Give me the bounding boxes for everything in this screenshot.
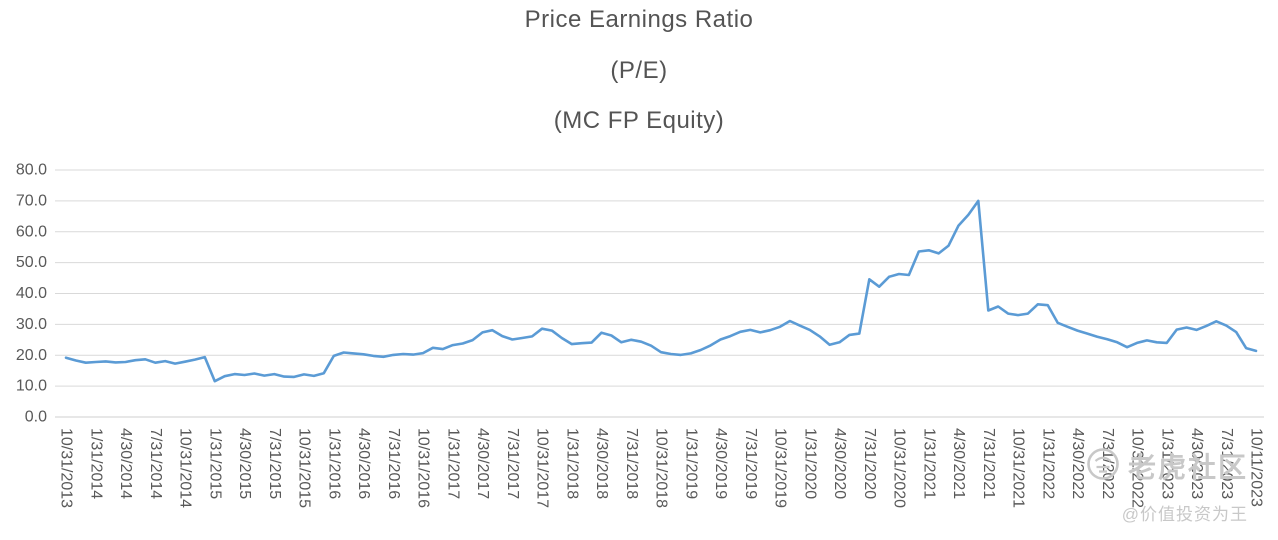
svg-text:7/31/2014: 7/31/2014 <box>147 428 164 499</box>
svg-text:7/31/2018: 7/31/2018 <box>623 428 640 499</box>
svg-text:10/31/2017: 10/31/2017 <box>534 428 551 508</box>
svg-text:7/31/2023: 7/31/2023 <box>1218 428 1235 499</box>
svg-text:1/31/2020: 1/31/2020 <box>801 428 818 499</box>
svg-text:80.0: 80.0 <box>16 162 47 179</box>
svg-text:1/31/2014: 1/31/2014 <box>87 428 104 499</box>
svg-text:10/31/2022: 10/31/2022 <box>1129 428 1146 508</box>
svg-text:50.0: 50.0 <box>16 254 47 271</box>
svg-text:10/11/2023: 10/11/2023 <box>1248 428 1265 507</box>
svg-text:1/31/2022: 1/31/2022 <box>1039 428 1056 499</box>
svg-text:4/30/2015: 4/30/2015 <box>236 428 253 499</box>
svg-text:1/31/2016: 1/31/2016 <box>325 428 342 499</box>
svg-text:30.0: 30.0 <box>16 316 47 333</box>
svg-text:1/31/2018: 1/31/2018 <box>563 428 580 499</box>
svg-text:1/31/2021: 1/31/2021 <box>920 428 937 499</box>
svg-text:4/30/2021: 4/30/2021 <box>950 428 967 499</box>
svg-text:1/31/2023: 1/31/2023 <box>1158 428 1175 499</box>
svg-text:0.0: 0.0 <box>25 409 47 426</box>
svg-text:4/30/2023: 4/30/2023 <box>1188 428 1205 499</box>
svg-text:10/31/2014: 10/31/2014 <box>177 428 194 508</box>
chart-subtitle-pe: (P/E) <box>610 57 668 84</box>
svg-text:20.0: 20.0 <box>16 347 47 364</box>
svg-text:10/31/2013: 10/31/2013 <box>58 428 75 508</box>
svg-text:1/31/2017: 1/31/2017 <box>444 428 461 499</box>
svg-text:4/30/2019: 4/30/2019 <box>712 428 729 499</box>
svg-text:4/30/2022: 4/30/2022 <box>1069 428 1086 499</box>
svg-text:4/30/2017: 4/30/2017 <box>474 428 491 499</box>
svg-text:4/30/2016: 4/30/2016 <box>355 428 372 499</box>
svg-text:10/31/2021: 10/31/2021 <box>1010 428 1027 508</box>
svg-text:7/31/2022: 7/31/2022 <box>1099 428 1116 499</box>
svg-text:1/31/2015: 1/31/2015 <box>206 428 223 499</box>
svg-text:60.0: 60.0 <box>16 223 47 240</box>
svg-text:7/31/2020: 7/31/2020 <box>861 428 878 499</box>
svg-text:10.0: 10.0 <box>16 378 47 395</box>
svg-text:7/31/2019: 7/31/2019 <box>742 428 759 499</box>
svg-text:7/31/2016: 7/31/2016 <box>385 428 402 499</box>
chart-title: Price Earnings Ratio <box>524 6 754 33</box>
svg-text:10/31/2019: 10/31/2019 <box>772 428 789 508</box>
svg-text:1/31/2019: 1/31/2019 <box>682 428 699 499</box>
svg-text:4/30/2018: 4/30/2018 <box>593 428 610 499</box>
svg-text:7/31/2021: 7/31/2021 <box>980 428 997 499</box>
chart-subtitle-ticker: (MC FP Equity) <box>553 107 725 134</box>
svg-text:4/30/2020: 4/30/2020 <box>831 428 848 499</box>
svg-text:7/31/2017: 7/31/2017 <box>504 428 521 499</box>
svg-text:40.0: 40.0 <box>16 285 47 302</box>
svg-text:10/31/2020: 10/31/2020 <box>891 428 908 508</box>
svg-text:7/31/2015: 7/31/2015 <box>266 428 283 499</box>
svg-text:10/31/2016: 10/31/2016 <box>415 428 432 508</box>
svg-text:10/31/2018: 10/31/2018 <box>653 428 670 508</box>
svg-text:70.0: 70.0 <box>16 192 47 209</box>
svg-text:4/30/2014: 4/30/2014 <box>117 428 134 499</box>
svg-text:10/31/2015: 10/31/2015 <box>296 428 313 508</box>
